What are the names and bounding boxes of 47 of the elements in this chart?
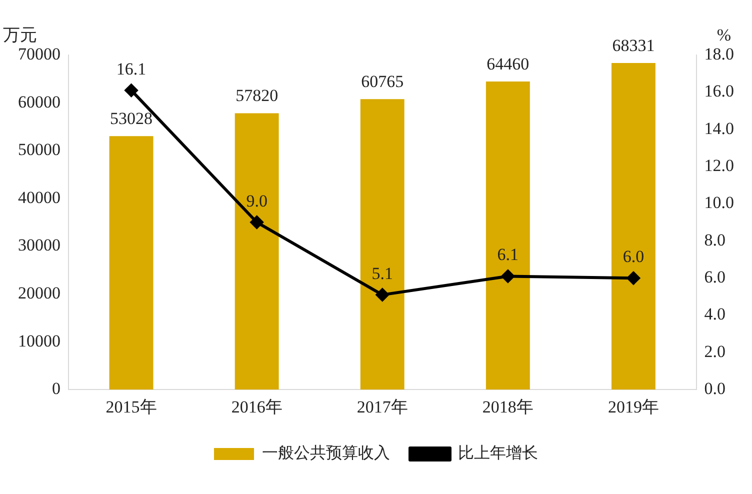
- y-tick-label: 0: [52, 379, 60, 398]
- data-label: 9.0: [246, 191, 268, 210]
- data-label: 6.1: [497, 245, 519, 264]
- y2-tick-label: 4.0: [704, 304, 726, 324]
- point: [124, 84, 138, 97]
- y2-tick-label: 8.0: [704, 230, 726, 250]
- y-tick-label: 10000: [18, 331, 60, 350]
- y2-tick-label: 14.0: [704, 118, 734, 138]
- x-tick-label: 2018年: [482, 397, 534, 416]
- x-tick-label: 2017年: [356, 397, 408, 416]
- data-label: 53028: [110, 109, 153, 128]
- data-label: 57820: [236, 86, 278, 106]
- x-tick-label: 2019年: [608, 397, 659, 416]
- bar: [109, 136, 154, 390]
- y-tick-label: 30000: [18, 236, 60, 255]
- x-tick-label: 2015年: [106, 397, 157, 416]
- bar: [234, 113, 279, 390]
- y-tick-label: 50000: [18, 140, 60, 160]
- y-tick-label: 20000: [18, 283, 60, 302]
- y2-tick-label: 16.0: [704, 82, 734, 101]
- point: [626, 272, 640, 285]
- y2-tick-label: 2.0: [704, 342, 726, 361]
- y-tick-label: 60000: [18, 92, 60, 112]
- point: [376, 288, 389, 302]
- data-label: 68331: [612, 36, 655, 55]
- y2-tick-label: 12.0: [704, 156, 734, 175]
- bar: [612, 62, 656, 390]
- y-tick-label: 70000: [18, 44, 60, 64]
- y-axis-title: 万元: [3, 25, 37, 44]
- y2-axis-title: %: [716, 25, 732, 44]
- y-tick-label: 40000: [18, 188, 60, 207]
- y2-tick-label: 6.0: [704, 268, 726, 287]
- point: [250, 216, 264, 229]
- y2-tick-label: 18.0: [704, 44, 734, 64]
- data-label: 6.0: [622, 247, 644, 266]
- bar: [486, 81, 530, 390]
- legend-label: 比上年增长: [458, 444, 538, 462]
- data-label: 5.1: [372, 264, 393, 283]
- x-tick-label: 2016年: [231, 397, 282, 416]
- legend-label: 一般公共预算收入: [262, 444, 390, 462]
- data-label: 64460: [486, 54, 530, 74]
- data-label: 60765: [361, 72, 404, 92]
- bar: [360, 99, 404, 390]
- point: [501, 270, 514, 283]
- y2-tick-label: 0.0: [704, 379, 726, 398]
- y2-tick-label: 10.0: [704, 193, 734, 212]
- data-label: 16.1: [116, 59, 146, 78]
